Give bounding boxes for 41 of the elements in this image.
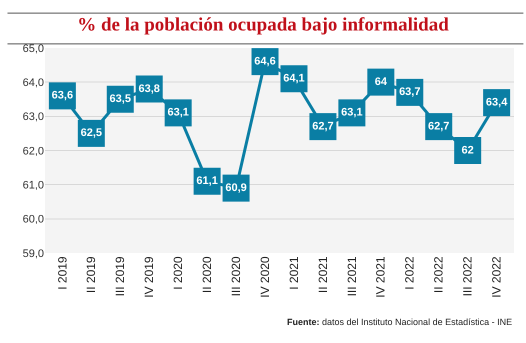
x-tick-label: I 2020 (171, 256, 186, 290)
data-label: 64,1 (283, 72, 305, 84)
data-label: 63,7 (399, 86, 420, 98)
x-tick-label: IV 2019 (142, 256, 156, 298)
source-note: Fuente: datos del Instituto Nacional de Estadística - INE (287, 317, 512, 327)
data-label: 60,9 (225, 182, 247, 194)
data-label: 63,5 (110, 93, 131, 105)
x-tick-label: III 2019 (113, 256, 128, 296)
data-label: 62,5 (80, 127, 102, 140)
data-label: 62,7 (312, 120, 334, 132)
x-tick-label: III 2021 (344, 256, 359, 296)
y-tick-label: 61,0 (22, 180, 44, 192)
y-tick-label: 63,0 (22, 111, 44, 124)
x-tick-label: II 2019 (84, 256, 98, 294)
x-tick-label: I 2019 (55, 256, 70, 290)
x-tick-label: IV 2020 (258, 256, 272, 298)
data-label: 63,1 (341, 106, 363, 119)
x-tick-label: I 2021 (286, 256, 301, 290)
data-label: 62,7 (428, 120, 450, 132)
data-label: 64 (374, 76, 388, 88)
x-tick-label: II 2022 (432, 256, 446, 294)
y-tick-label: 59,0 (22, 248, 44, 260)
x-tick-label: IV 2021 (374, 256, 388, 298)
data-label: 63,6 (52, 90, 74, 102)
y-tick-label: 65,0 (22, 42, 44, 55)
data-label: 61,1 (196, 175, 218, 187)
x-tick-label: II 2021 (316, 256, 330, 294)
chart-title: % de la población ocupada bajo informalidad (77, 14, 450, 36)
x-tick-label: III 2022 (460, 256, 475, 296)
data-label: 63,8 (138, 82, 160, 95)
data-label: 63,1 (167, 106, 189, 119)
x-tick-label: IV 2022 (490, 256, 504, 298)
data-label: 64,6 (254, 55, 276, 68)
y-tick-label: 64,0 (22, 77, 44, 90)
y-tick-label: 62,0 (22, 145, 44, 158)
data-label: 63,4 (486, 96, 508, 108)
x-tick-label: II 2020 (200, 256, 214, 294)
y-tick-label: 60,0 (22, 214, 44, 226)
x-tick-label: III 2020 (228, 256, 243, 296)
data-label: 62 (462, 144, 474, 156)
x-tick-label: I 2022 (402, 256, 417, 290)
